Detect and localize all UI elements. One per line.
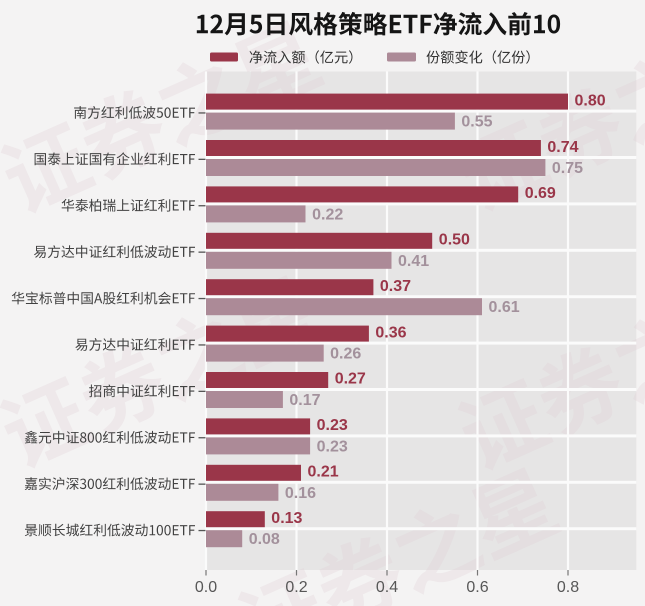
svg-text:0.50: 0.50 xyxy=(439,232,470,249)
svg-text:0.21: 0.21 xyxy=(308,464,339,481)
svg-text:0.61: 0.61 xyxy=(489,299,520,316)
svg-text:0.4: 0.4 xyxy=(376,579,398,596)
svg-text:0.27: 0.27 xyxy=(335,371,366,388)
svg-text:0.16: 0.16 xyxy=(285,485,316,502)
svg-text:0.0: 0.0 xyxy=(195,579,217,596)
svg-text:0.22: 0.22 xyxy=(312,206,343,223)
svg-text:0.08: 0.08 xyxy=(249,531,280,548)
svg-text:0.17: 0.17 xyxy=(289,392,320,409)
svg-text:0.26: 0.26 xyxy=(330,346,361,363)
svg-text:0.36: 0.36 xyxy=(375,324,406,341)
svg-text:0.2: 0.2 xyxy=(285,579,307,596)
svg-text:0.55: 0.55 xyxy=(461,114,492,131)
svg-text:0.75: 0.75 xyxy=(552,160,583,177)
svg-text:0.74: 0.74 xyxy=(547,139,578,156)
svg-text:0.80: 0.80 xyxy=(575,92,606,109)
svg-text:0.13: 0.13 xyxy=(271,510,302,527)
svg-text:0.6: 0.6 xyxy=(466,579,488,596)
svg-text:0.69: 0.69 xyxy=(525,185,556,202)
svg-text:0.8: 0.8 xyxy=(557,579,579,596)
svg-text:0.41: 0.41 xyxy=(398,253,429,270)
svg-text:0.23: 0.23 xyxy=(317,417,348,434)
svg-text:0.23: 0.23 xyxy=(317,438,348,455)
svg-text:0.37: 0.37 xyxy=(380,278,411,295)
